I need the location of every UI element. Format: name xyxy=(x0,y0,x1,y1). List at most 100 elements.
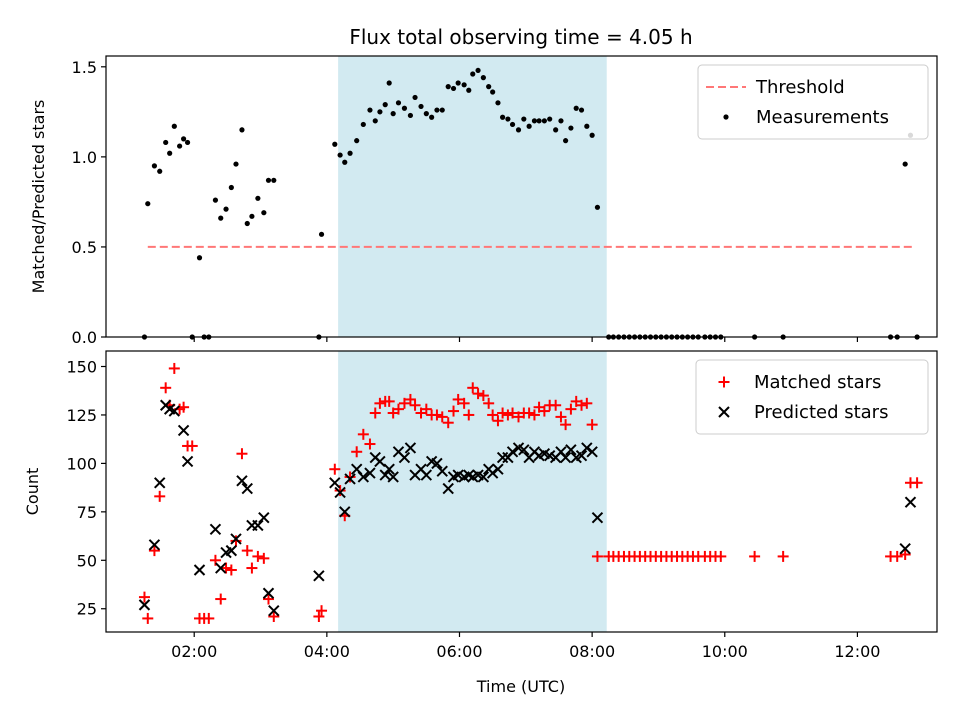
data-point-x-74-b xyxy=(904,496,917,508)
data-point-x-70-b xyxy=(581,442,593,454)
data-point-dot-42 xyxy=(407,112,414,119)
data-point-plus-56 xyxy=(477,390,489,402)
data-point-dot-27 xyxy=(318,231,325,237)
data-point-dot-73 xyxy=(568,125,574,131)
data-point-plus-60 xyxy=(497,407,509,419)
data-point-x-30 xyxy=(374,455,386,468)
data-point-dot-17 xyxy=(228,184,234,191)
data-point-x-13 xyxy=(230,533,242,545)
data-point-plus-68 xyxy=(538,405,550,417)
data-point-dot-77 xyxy=(589,132,595,138)
data-point-plus-49 xyxy=(442,417,454,429)
data-point-x-56 xyxy=(506,446,519,458)
data-point-x-42 xyxy=(436,465,448,477)
data-point-x-43 xyxy=(442,482,454,495)
legend-box xyxy=(697,64,929,140)
data-point-dot-2 xyxy=(151,163,158,169)
data-point-plus-13 xyxy=(203,612,215,624)
data-point-plus-10 xyxy=(186,440,198,452)
legend: Threshold Measurements xyxy=(697,64,929,140)
data-point-x-19 xyxy=(262,587,275,599)
data-point-x-34-b xyxy=(392,446,405,458)
data-point-plus-72 xyxy=(560,419,572,431)
data-point-dot-70 xyxy=(553,127,559,133)
data-point-x-66 xyxy=(559,451,572,464)
data-point-plus-73 xyxy=(565,403,577,415)
data-point-plus-59 xyxy=(492,415,504,427)
data-point-x-23 xyxy=(334,486,346,499)
data-point-dot-76 xyxy=(584,123,590,129)
data-point-x-24-b xyxy=(339,506,351,518)
data-point-x-4-b xyxy=(163,403,176,415)
data-point-x-5 xyxy=(168,405,181,417)
data-point-x-8-b xyxy=(193,564,206,576)
data-point-plus-43 xyxy=(409,399,421,411)
legend-handle-marker xyxy=(718,376,730,388)
data-point-plus-53 xyxy=(463,409,475,421)
data-point-dot-68 xyxy=(541,118,547,124)
data-point-dot-1 xyxy=(145,201,151,207)
panels-group: 0.0 0.5 1.0 1.5 Matched/Predicted stars Thres… xyxy=(23,55,938,661)
data-point-plus-76 xyxy=(581,397,593,409)
data-point-dot-20 xyxy=(244,220,250,227)
data-point-x-38-b xyxy=(415,463,427,475)
data-point-plus-23 xyxy=(258,552,270,564)
data-point-dot-33 xyxy=(360,121,366,128)
data-point-dot-53 xyxy=(466,87,472,93)
data-point-x-73 xyxy=(899,542,911,555)
data-point-x-72-b xyxy=(591,511,604,524)
data-point-plus-45 xyxy=(420,403,432,415)
data-point-plus-16 xyxy=(220,562,232,574)
data-point-x-9-b xyxy=(209,523,222,535)
y-tick-label: 25 xyxy=(77,600,97,619)
y-tick-label: 50 xyxy=(77,551,97,570)
x-tick-label: 06:00 xyxy=(436,642,482,661)
data-point-x-45-b xyxy=(452,469,464,481)
data-point-plus-15 xyxy=(215,593,227,605)
data-point-x-39 xyxy=(420,469,433,481)
data-point-x-69-b xyxy=(575,449,588,462)
data-point-dot-45 xyxy=(423,111,429,117)
data-point-x-14 xyxy=(236,475,248,487)
data-point-plus-25 xyxy=(268,610,280,622)
data-point-dot-23 xyxy=(261,210,267,216)
data-point-dot-57 xyxy=(486,84,492,90)
data-point-plus-26 xyxy=(313,610,325,622)
data-point-plus-105 xyxy=(899,548,911,560)
data-point-x-71 xyxy=(586,446,598,458)
data-point-x-23-b xyxy=(334,486,346,499)
data-point-dot-47 xyxy=(434,107,440,113)
x-tick-label: 08:00 xyxy=(569,642,615,661)
data-point-dot-8 xyxy=(180,136,187,142)
data-point-dot-32 xyxy=(354,138,360,144)
data-point-plus-31 xyxy=(344,471,356,483)
data-point-dot-31 xyxy=(347,150,353,156)
data-point-x-67 xyxy=(565,444,577,456)
data-point-dot-63 xyxy=(515,127,522,133)
data-point-dot-54 xyxy=(470,71,476,77)
data-point-dot-9 xyxy=(184,139,191,146)
data-point-x-0-b xyxy=(138,599,151,611)
y-tick-label: 0.5 xyxy=(72,238,97,257)
data-point-dot-49 xyxy=(445,84,451,90)
data-point-x-41-b xyxy=(431,457,443,470)
y-tick-label: 100 xyxy=(66,454,97,473)
data-point-dot-71 xyxy=(558,118,564,124)
data-point-dot-37 xyxy=(382,102,388,108)
data-point-x-43-b xyxy=(442,482,454,495)
data-point-plus-17 xyxy=(225,564,237,576)
data-point-plus-52 xyxy=(458,397,470,409)
data-point-plus-62 xyxy=(507,407,519,419)
data-point-dot-6 xyxy=(171,123,177,129)
observing-interval-shade xyxy=(338,56,607,337)
data-point-plus-51 xyxy=(452,393,464,405)
data-point-plus-33 xyxy=(357,428,369,440)
data-point-x-33-b xyxy=(387,471,399,483)
data-point-dot-64 xyxy=(521,116,527,122)
data-point-x-1-b xyxy=(148,539,161,551)
data-point-plus-27 xyxy=(316,605,328,617)
data-point-dot-41 xyxy=(401,105,408,111)
data-point-dot-59 xyxy=(495,100,501,106)
data-point-plus-58 xyxy=(487,409,499,421)
data-point-x-57-b xyxy=(512,442,525,454)
